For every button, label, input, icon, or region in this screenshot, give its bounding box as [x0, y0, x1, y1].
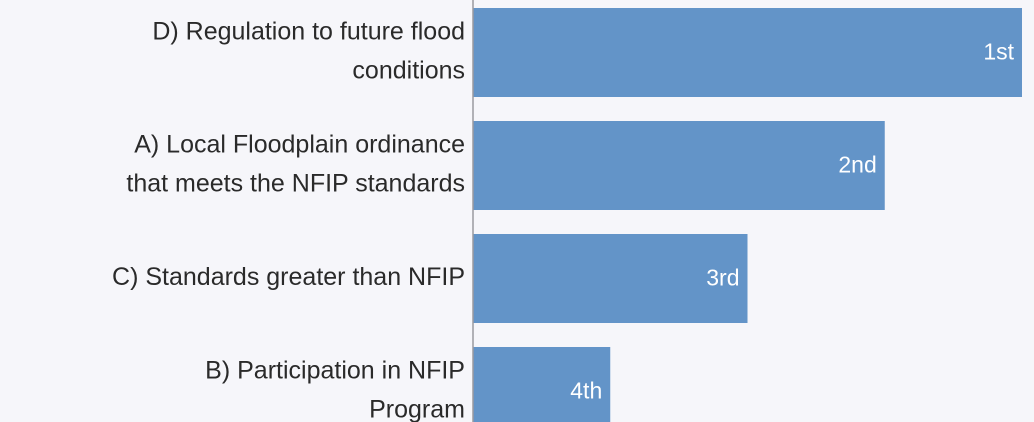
category-label: that meets the NFIP standards [126, 170, 465, 198]
bar-label: 2nd [838, 152, 876, 178]
bar-label: 1st [983, 39, 1014, 65]
bar [473, 121, 885, 210]
category-label: conditions [352, 57, 465, 85]
bar [473, 347, 611, 422]
bar [473, 234, 748, 323]
category-label: B) Participation in NFIP [205, 357, 465, 385]
category-label: C) Standards greater than NFIP [112, 263, 465, 291]
bar-label: 3rd [706, 265, 739, 291]
bar [473, 8, 1022, 97]
category-label: A) Local Floodplain ordinance [134, 131, 465, 159]
category-label: Program [369, 396, 465, 422]
bar-label: 4th [570, 378, 602, 404]
category-label: D) Regulation to future flood [152, 18, 465, 46]
